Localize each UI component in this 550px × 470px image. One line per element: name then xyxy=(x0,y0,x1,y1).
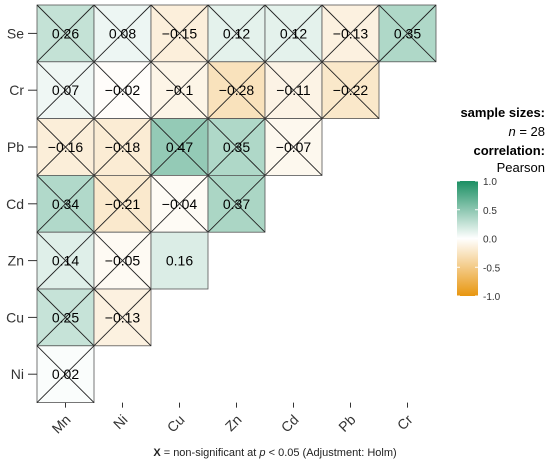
cell-value-label: 0.26 xyxy=(52,25,79,41)
nonsignificant-cross-mark xyxy=(36,175,95,233)
cell-value-label: −0.21 xyxy=(105,196,141,212)
legend-title: sample sizes: xyxy=(460,105,545,120)
cell-value-label: 0.12 xyxy=(280,25,307,41)
nonsignificant-cross-mark xyxy=(207,175,266,233)
y-tick-label: Cd xyxy=(6,196,24,212)
nonsignificant-cross-mark xyxy=(207,4,266,63)
nonsignificant-cross-mark xyxy=(93,4,152,63)
legend-tick-label: -0.5 xyxy=(483,263,501,274)
cell-value-label: 0.02 xyxy=(52,366,79,382)
cell-value-label: 0.25 xyxy=(52,309,79,325)
legend-sample-size: n = 28 xyxy=(508,124,545,139)
y-tick-label: Pb xyxy=(7,139,24,155)
heatmap-cells: 0.26 0.08 −0.15 0.12 0.12 −0.13 0.35 0.07 −0.02 −… xyxy=(36,4,437,403)
nonsignificant-cross-mark xyxy=(150,118,209,176)
x-tick-label: Zn xyxy=(222,411,245,434)
n-value: = 28 xyxy=(515,124,545,139)
cell-value-label: 0.16 xyxy=(166,253,193,269)
nonsignificant-cross-mark xyxy=(264,61,323,119)
caption-text-1: = non-significant at xyxy=(160,447,260,459)
y-tick-label: Cu xyxy=(6,309,24,325)
cell-value-label: −0.05 xyxy=(105,253,141,269)
nonsignificant-cross-mark xyxy=(150,4,209,63)
nonsignificant-cross-mark xyxy=(93,288,152,347)
x-tick-label: Cu xyxy=(164,411,188,435)
nonsignificant-cross-mark xyxy=(93,175,152,233)
nonsignificant-cross-mark xyxy=(93,61,152,119)
x-tick-label: Pb xyxy=(335,411,359,435)
y-tick-label: Cr xyxy=(9,82,24,98)
cell-value-label: 0.47 xyxy=(166,139,193,155)
nonsignificant-cross-mark xyxy=(150,61,209,119)
nonsignificant-cross-mark xyxy=(321,4,380,63)
nonsignificant-cross-mark xyxy=(264,4,323,63)
nonsignificant-cross-mark xyxy=(378,4,437,63)
legend-tick-label: 1.0 xyxy=(483,177,497,188)
x-tick-label: Cr xyxy=(394,411,416,433)
nonsignificant-cross-mark xyxy=(36,288,95,347)
cell-value-label: 0.08 xyxy=(109,25,136,41)
y-tick-label: Se xyxy=(7,25,24,41)
x-tick-label: Ni xyxy=(110,411,131,432)
nonsignificant-cross-mark xyxy=(93,118,152,176)
nonsignificant-cross-mark xyxy=(321,61,380,119)
nonsignificant-cross-mark xyxy=(36,345,95,403)
color-legend-bar xyxy=(457,181,478,296)
cell-value-label: 0.35 xyxy=(223,139,250,155)
cell-value-label: −0.22 xyxy=(333,82,369,98)
nonsignificant-cross-mark xyxy=(93,231,152,290)
cell-value-label: −0.11 xyxy=(276,82,311,98)
cell-value-label: −0.1 xyxy=(166,82,194,98)
nonsignificant-cross-mark xyxy=(207,118,266,176)
cell-value-label: −0.02 xyxy=(105,82,141,98)
y-tick-label: Ni xyxy=(11,366,24,382)
cell-value-label: −0.13 xyxy=(333,25,369,41)
color-legend: 1.0 0.5 0.0 -0.5 -1.0 xyxy=(457,177,501,303)
y-tick-label: Zn xyxy=(8,253,24,269)
x-tick-label: Cd xyxy=(278,411,302,435)
cell-value-label: −0.04 xyxy=(162,196,198,212)
cell-value-label: 0.12 xyxy=(223,25,250,41)
cell-value-label: 0.34 xyxy=(52,196,79,212)
n-symbol: n xyxy=(508,124,516,139)
cell-value-label: 0.37 xyxy=(223,196,250,212)
significance-caption: X = non-significant at p < 0.05 (Adjustm… xyxy=(0,447,550,459)
cell-value-label: −0.16 xyxy=(48,139,84,155)
cell-value-label: −0.18 xyxy=(105,139,141,155)
cell-value-label: −0.15 xyxy=(162,25,198,41)
y-axis-labels: Se Cr Pb Cd Zn Cu Ni xyxy=(6,25,37,382)
caption-text-2: < 0.05 (Adjustment: Holm) xyxy=(265,447,397,459)
cell-value-label: −0.28 xyxy=(219,82,255,98)
nonsignificant-cross-mark xyxy=(36,61,95,119)
legend-method: Pearson xyxy=(496,160,545,175)
x-tick-label: Mn xyxy=(49,411,74,436)
heatmap-cell-Cu-Zn xyxy=(150,231,209,290)
legend-tick-label: 0.0 xyxy=(483,235,497,246)
cell-value-label: 0.14 xyxy=(52,253,79,269)
nonsignificant-cross-mark xyxy=(36,4,95,63)
cell-value-label: 0.07 xyxy=(52,82,79,98)
cell-value-label: −0.13 xyxy=(105,309,141,325)
nonsignificant-cross-mark xyxy=(264,118,323,176)
x-axis-labels: Mn Ni Cu Zn Cd Pb Cr xyxy=(49,402,416,436)
caption-p: p xyxy=(259,447,266,459)
legend-subtitle: correlation: xyxy=(473,143,545,158)
cell-value-label: 0.35 xyxy=(394,25,421,41)
nonsignificant-cross-mark xyxy=(207,61,266,119)
legend-tick-label: 0.5 xyxy=(483,206,497,217)
legend-tick-label: -1.0 xyxy=(483,292,501,303)
caption-symbol: X xyxy=(153,447,161,459)
nonsignificant-cross-mark xyxy=(36,118,95,176)
nonsignificant-cross-mark xyxy=(36,231,95,290)
cell-value-label: −0.07 xyxy=(276,139,312,155)
nonsignificant-cross-mark xyxy=(150,175,209,233)
